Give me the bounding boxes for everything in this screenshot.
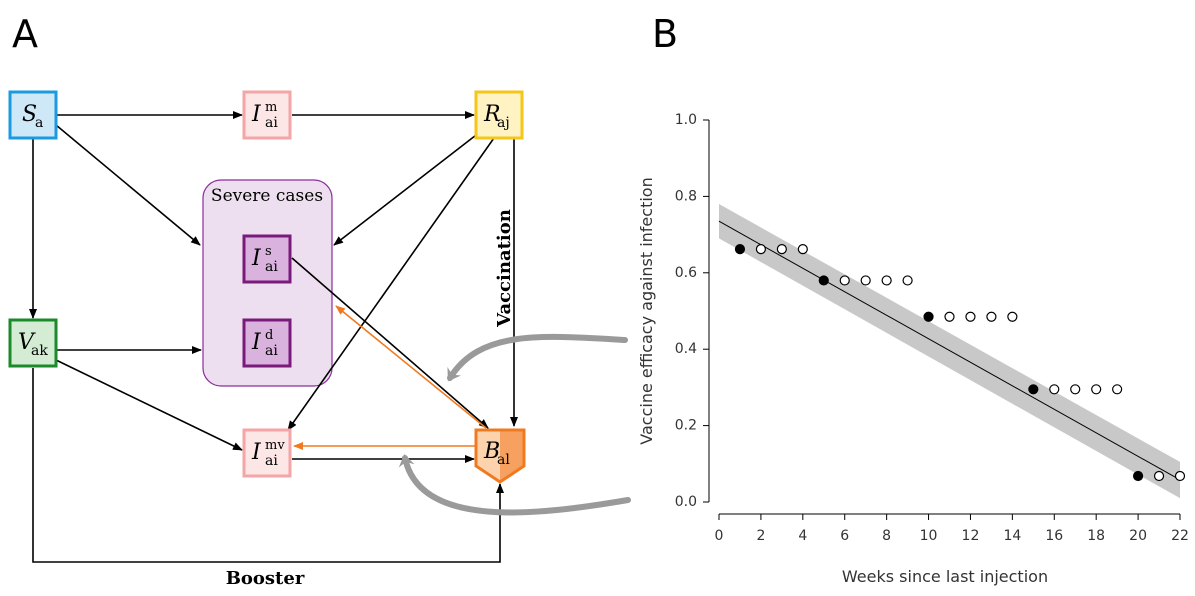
data-point (1091, 384, 1102, 395)
x-axis-title: Weeks since last injection (842, 567, 1048, 586)
data-point (986, 311, 997, 322)
y-tick-label: 0.8 (675, 188, 697, 204)
data-point (1028, 384, 1039, 395)
node-subscript: ai (265, 259, 278, 275)
node-superscript: s (265, 244, 272, 259)
x-tick-label: 4 (798, 528, 807, 544)
data-point (1132, 470, 1144, 482)
node-box (8, 90, 58, 140)
arrows (29, 111, 631, 563)
data-point (776, 244, 787, 255)
y-axis-title: Vaccine efficacy against infection (637, 177, 656, 444)
data-point (1049, 384, 1060, 395)
node-subscript: ak (31, 343, 48, 359)
data-point (839, 275, 850, 286)
data-point (860, 275, 871, 286)
y-tick-label: 0.6 (675, 265, 697, 281)
x-tick-label: 16 (1045, 528, 1063, 544)
node-subscript: ai (265, 343, 278, 359)
data-point (797, 244, 808, 255)
y-tick-label: 0.0 (675, 494, 697, 510)
node-subscript: a (35, 115, 43, 131)
node-box (242, 234, 292, 284)
group-label: Severe cases (211, 186, 323, 206)
data-point (818, 275, 829, 286)
node-box (474, 428, 526, 484)
data-point (734, 244, 746, 255)
node-box (474, 90, 524, 140)
data-point (1174, 470, 1186, 482)
panel-label: B (652, 12, 678, 56)
node-box (242, 428, 292, 478)
y-tick-label: 1.0 (675, 112, 697, 128)
node-superscript: d (265, 328, 273, 343)
data-point (881, 275, 892, 286)
node-subscript: aj (497, 115, 510, 131)
data-point (1007, 311, 1018, 322)
data-point (944, 311, 955, 322)
booster-label: Booster (226, 568, 305, 589)
node-symbol: I (251, 440, 262, 465)
panel-label: A (12, 12, 38, 56)
x-tick-label: 2 (756, 528, 765, 544)
node-symbol: R (483, 102, 501, 127)
vaccination-label: Vaccination (494, 209, 515, 328)
node-symbol: V (18, 330, 36, 355)
node-box (8, 318, 58, 368)
node-symbol: I (251, 330, 262, 355)
x-tick-label: 18 (1087, 528, 1105, 544)
x-tick-label: 20 (1129, 528, 1147, 544)
node-superscript: m (265, 100, 277, 115)
node-superscript: mv (265, 438, 285, 453)
y-tick-label: 0.2 (675, 418, 697, 434)
data-point (755, 244, 767, 255)
node-symbol: I (251, 102, 262, 127)
fit-line (718, 220, 1181, 481)
node-box (242, 318, 292, 368)
x-tick-label: 22 (1171, 528, 1189, 544)
y-tick-label: 0.4 (675, 341, 697, 357)
node-subscript: al (497, 452, 510, 468)
data-point (1112, 384, 1123, 395)
data-point (902, 275, 913, 286)
node-subscript: ai (265, 115, 278, 131)
x-tick-label: 6 (840, 528, 849, 544)
node-subscript: ai (265, 453, 278, 469)
data-point (1153, 470, 1165, 482)
node-symbol: I (251, 246, 262, 271)
x-tick-label: 14 (1003, 528, 1021, 544)
node-box (242, 90, 292, 140)
x-tick-label: 12 (962, 528, 980, 544)
node-symbol: B (483, 439, 500, 464)
x-tick-label: 10 (920, 528, 938, 544)
x-tick-label: 0 (715, 528, 724, 544)
x-tick-label: 8 (882, 528, 891, 544)
data-point (1070, 384, 1081, 395)
data-point (965, 311, 976, 322)
node-symbol: S (22, 102, 37, 127)
data-point (923, 311, 934, 322)
